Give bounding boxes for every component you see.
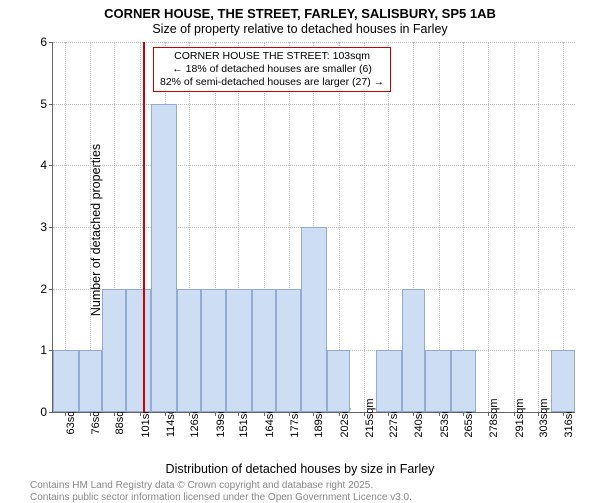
histogram-bar	[301, 227, 327, 412]
ytick-label: 5	[40, 97, 47, 111]
histogram-bar	[425, 350, 451, 412]
histogram-bar	[126, 289, 152, 412]
histogram-bar	[102, 289, 126, 412]
plot-area: 012345663sqm76sqm88sqm101sqm114sqm126sqm…	[52, 42, 575, 413]
ytick-mark	[49, 412, 53, 413]
histogram-bar	[376, 350, 402, 412]
histogram-bar	[451, 350, 477, 412]
histogram-bar	[327, 350, 351, 412]
histogram-bar	[252, 289, 276, 412]
x-axis-label: Distribution of detached houses by size …	[0, 462, 600, 476]
annotation-box: CORNER HOUSE THE STREET: 103sqm← 18% of …	[153, 47, 391, 92]
gridline-v	[538, 42, 539, 412]
ytick-label: 0	[40, 405, 47, 419]
footer-line-2: Contains public sector information licen…	[30, 492, 412, 503]
ytick-label: 3	[40, 220, 47, 234]
xtick-label: 278sqm	[488, 398, 500, 437]
histogram-bar	[201, 289, 227, 412]
histogram-bar	[276, 289, 302, 412]
ytick-label: 2	[40, 282, 47, 296]
ytick-label: 6	[40, 35, 47, 49]
gridline-v	[364, 42, 365, 412]
annotation-line: CORNER HOUSE THE STREET: 103sqm	[160, 50, 384, 63]
histogram-bar	[402, 289, 426, 412]
xtick-label: 215sqm	[364, 398, 376, 437]
annotation-line: 82% of semi-detached houses are larger (…	[160, 76, 384, 89]
gridline-h	[53, 42, 575, 43]
histogram-bar	[551, 350, 575, 412]
chart-container: CORNER HOUSE, THE STREET, FARLEY, SALISB…	[0, 0, 600, 500]
histogram-bar	[53, 350, 79, 412]
chart-title-2: Size of property relative to detached ho…	[0, 22, 600, 36]
footer-line-1: Contains HM Land Registry data © Crown c…	[30, 480, 373, 491]
xtick-label: 291sqm	[514, 398, 526, 437]
annotation-line: ← 18% of detached houses are smaller (6)	[160, 63, 384, 76]
ytick-label: 4	[40, 158, 47, 172]
histogram-bar	[151, 104, 177, 412]
histogram-bar	[177, 289, 201, 412]
chart-title-1: CORNER HOUSE, THE STREET, FARLEY, SALISB…	[0, 6, 600, 21]
gridline-h	[53, 165, 575, 166]
gridline-v	[488, 42, 489, 412]
ytick-label: 1	[40, 343, 47, 357]
gridline-v	[514, 42, 515, 412]
histogram-bar	[79, 350, 103, 412]
marker-line	[143, 42, 145, 412]
gridline-h	[53, 104, 575, 105]
xtick-label: 303sqm	[538, 398, 550, 437]
histogram-bar	[226, 289, 252, 412]
